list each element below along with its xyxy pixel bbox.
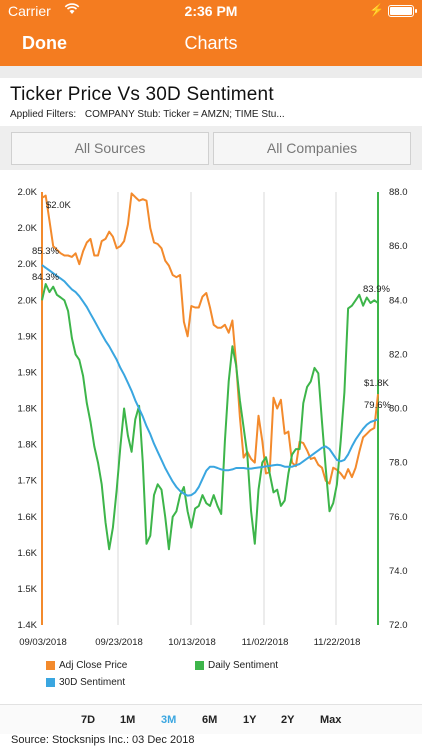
x-tick-label: 10/13/2018 [168,637,216,648]
y-right-tick-label: 78.0 [389,458,408,469]
x-tick-label: 11/02/2018 [242,637,289,648]
legend-swatch-green [195,661,204,670]
data-label: $1.8K [364,378,389,389]
legend-item-adj-close[interactable]: Adj Close Price [46,660,127,671]
x-tick-label: 09/23/2018 [95,637,143,648]
y-right-tick-label: 76.0 [389,512,408,523]
legend-label-30d-sentiment: 30D Sentiment [59,677,126,688]
y-right-tick-label: 86.0 [389,241,408,252]
chart-title: Ticker Price Vs 30D Sentiment [10,84,274,105]
series-30d-sentiment-line [41,264,379,497]
all-companies-button[interactable]: All Companies [213,132,411,165]
y-left-tick-label: 1.9K [17,367,37,378]
header-divider [0,66,422,78]
battery-icon [388,5,417,17]
legend-swatch-blue [46,678,55,687]
y-left-tick-label: 1.6K [17,548,37,559]
y-left-tick-label: 1.4K [17,620,37,631]
y-right-tick-label: 88.0 [389,187,408,198]
y-right-tick-label: 80.0 [389,404,408,415]
y-right-tick-label: 82.0 [389,349,408,360]
charging-icon: ⚡ [369,3,384,17]
filters-value: COMPANY Stub: Ticker = AMZN; TIME Stu... [84,109,285,120]
wifi-icon [64,2,80,19]
range-button-3m[interactable]: 3M [161,714,177,726]
range-button-1y[interactable]: 1Y [243,714,257,726]
y-left-tick-label: 1.6K [17,512,37,523]
range-button-6m[interactable]: 6M [202,714,218,726]
y-left-tick-label: 1.7K [17,476,37,487]
y-right-tick-label: 72.0 [389,620,408,631]
data-label: 83.9% [363,284,390,295]
filters-label: Applied Filters: [10,109,77,120]
y-left-tick-label: 2.0K [17,187,37,198]
data-label: $2.0K [46,200,71,211]
selector-row: All Sources All Companies [0,126,422,170]
y-left-tick-label: 1.9K [17,331,37,342]
nav-title: Charts [184,33,238,53]
series-adj-close-line [41,192,379,485]
applied-filters: Applied Filters: COMPANY Stub: Ticker = … [10,109,285,120]
data-label: 79.6% [364,400,391,411]
y-right-tick-label: 74.0 [389,566,408,577]
y-left-tick-label: 1.8K [17,440,37,451]
y-left-tick-label: 2.0K [17,259,37,270]
range-button-max[interactable]: Max [320,714,342,726]
data-label: 85.3% [32,246,59,257]
legend-item-30d-sentiment[interactable]: 30D Sentiment [46,677,125,688]
carrier-label: Carrier [8,3,51,19]
all-sources-button[interactable]: All Sources [11,132,209,165]
range-button-1m[interactable]: 1M [120,714,136,726]
done-button[interactable]: Done [22,33,67,53]
chart-area[interactable]: 1.4K 1.5K 1.6K 1.6K 1.7K 1.8K 1.8K 1.9K 1.9K 2.0K… [0,172,422,702]
legend-label-adj-close: Adj Close Price [59,660,128,671]
legend-label-daily-sentiment: Daily Sentiment [208,660,279,671]
data-label: 84.3% [32,272,59,283]
y-left-tick-label: 1.5K [17,584,37,595]
range-button-2y[interactable]: 2Y [281,714,295,726]
chart-legend: Adj Close Price Daily Sentiment 30D Sent… [0,656,422,696]
legend-item-daily-sentiment[interactable]: Daily Sentiment [195,660,278,671]
series-daily-sentiment-line [41,283,379,551]
navigation-bar: Done Charts [0,22,422,66]
y-right-tick-label: 84.0 [389,295,408,306]
status-time: 2:36 PM [184,3,238,19]
source-caption: Source: Stocksnips Inc.: 03 Dec 2018 [11,734,195,746]
x-tick-label: 11/22/2018 [314,637,361,648]
x-tick-label: 09/03/2018 [19,637,67,648]
y-left-tick-label: 2.0K [17,295,37,306]
y-left-tick-label: 1.8K [17,404,37,415]
line-chart[interactable]: 1.4K 1.5K 1.6K 1.6K 1.7K 1.8K 1.8K 1.9K 1.9K 2.0K… [0,172,422,656]
range-selector: 7D 1M 3M 6M 1Y 2Y Max [0,704,422,734]
legend-swatch-orange [46,661,55,670]
y-left-tick-label: 2.0K [17,223,37,234]
range-button-7d[interactable]: 7D [81,714,96,726]
status-bar: Carrier 2:36 PM ⚡ [0,0,422,22]
